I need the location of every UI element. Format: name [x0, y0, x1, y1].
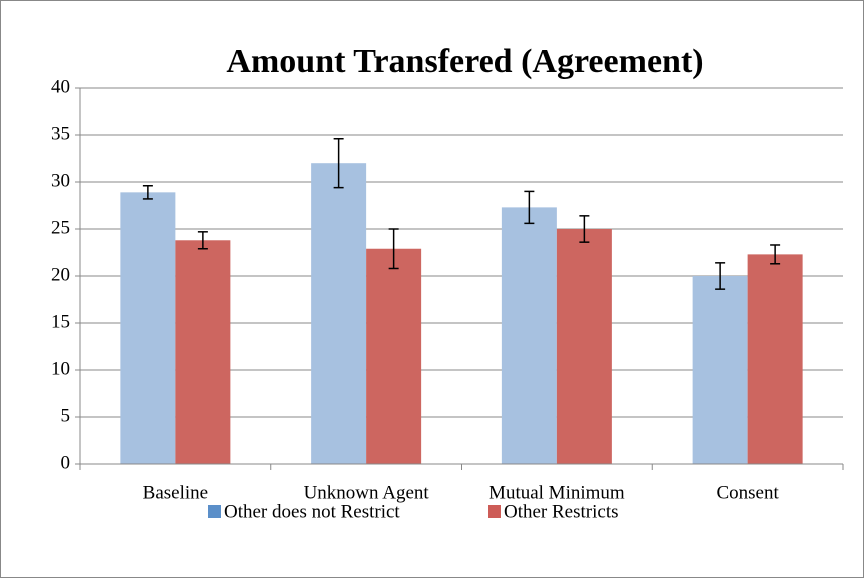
x-tick-label: Mutual Minimum [489, 482, 625, 503]
bar [692, 276, 748, 464]
y-tick-label: 35 [51, 123, 70, 144]
y-tick-label: 0 [61, 452, 71, 473]
y-tick-label: 20 [51, 264, 70, 285]
error-bar [770, 244, 781, 265]
legend-swatch [208, 505, 221, 518]
y-tick-label: 30 [51, 170, 70, 191]
error-bar [579, 215, 590, 243]
bar [311, 163, 367, 464]
y-tick-label: 5 [61, 405, 71, 426]
bar [556, 229, 612, 464]
y-tick-label: 25 [51, 217, 70, 238]
error-bar [333, 138, 344, 189]
x-tick-label: Unknown Agent [304, 482, 430, 503]
bar [366, 248, 422, 464]
x-tick-label: Baseline [143, 482, 208, 503]
legend-swatch [488, 505, 501, 518]
bar [120, 192, 176, 464]
error-bar [388, 228, 399, 270]
error-bar [142, 185, 153, 200]
error-bar [524, 190, 535, 225]
bar [501, 207, 557, 464]
y-tick-label: 40 [51, 76, 70, 97]
bar [747, 254, 803, 464]
error-bar [197, 231, 208, 250]
legend-label: Other does not Restrict [224, 501, 400, 522]
y-tick-label: 10 [51, 358, 70, 379]
bar [175, 240, 231, 464]
y-tick-label: 15 [51, 311, 70, 332]
chart-title: Amount Transfered (Agreement) [226, 43, 703, 80]
legend-label: Other Restricts [504, 501, 619, 522]
error-bar [715, 262, 726, 290]
x-tick-label: Consent [716, 482, 779, 503]
